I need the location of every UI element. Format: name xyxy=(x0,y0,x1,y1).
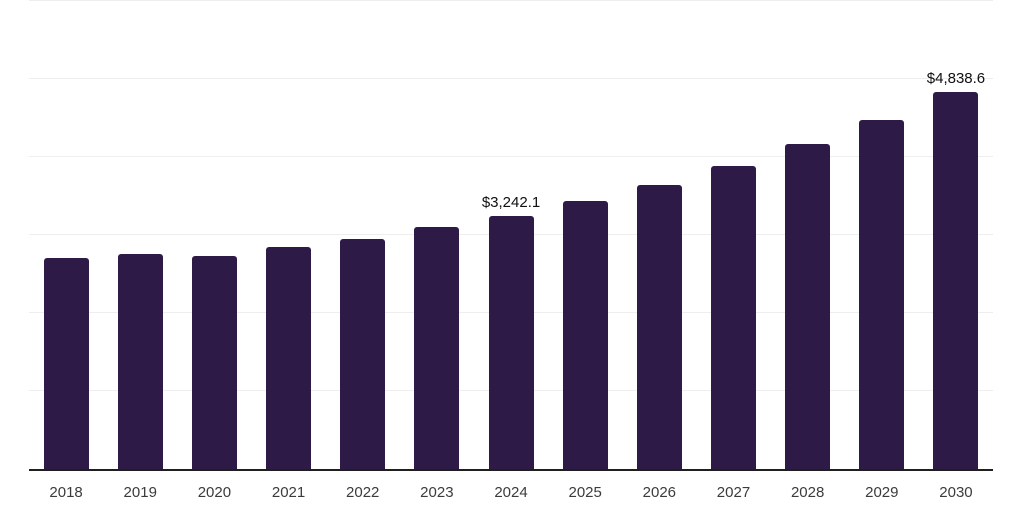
bar-slot-2019 xyxy=(103,1,177,469)
x-tick-2020: 2020 xyxy=(197,484,232,501)
bar-2030: $4,838.6 xyxy=(927,70,985,469)
x-tick-2028: 2028 xyxy=(790,484,825,501)
bar-2021 xyxy=(266,247,312,469)
x-tick-2024: 2024 xyxy=(494,484,528,501)
gridline-6000 xyxy=(29,0,993,1)
bar-2029 xyxy=(859,119,905,469)
bars-container: $3,242.1 $4,838.6 xyxy=(29,1,993,469)
bar-slot-2021 xyxy=(251,1,325,469)
value-label-2030: $4,838.6 xyxy=(926,69,986,87)
bar-slot-2022 xyxy=(326,1,400,469)
x-tick-2023: 2023 xyxy=(420,484,454,501)
x-tick-2026: 2026 xyxy=(642,484,677,501)
x-tick-2019: 2019 xyxy=(123,484,157,501)
x-tick-2018: 2018 xyxy=(49,484,83,501)
gridline-4000 xyxy=(29,156,993,158)
plot-area: $3,242.1 $4,838.6 xyxy=(29,0,993,471)
gridline-5000 xyxy=(29,78,993,79)
bar-slot-2026 xyxy=(622,1,696,469)
x-tick-2025: 2025 xyxy=(568,484,602,501)
bar-slot-2018 xyxy=(29,1,103,469)
bar-2020 xyxy=(191,256,237,469)
bar-2019 xyxy=(117,253,163,469)
bar-2025 xyxy=(562,200,608,469)
bar-2018 xyxy=(43,258,89,469)
x-tick-2021: 2021 xyxy=(271,484,306,501)
bar-2023 xyxy=(414,227,460,469)
bar-slot-2025 xyxy=(548,1,622,469)
bar-slot-2028 xyxy=(771,1,845,469)
x-tick-2022: 2022 xyxy=(346,484,380,501)
bar-slot-2029 xyxy=(845,1,919,469)
bar-2028 xyxy=(785,143,831,469)
value-label-2024: $3,242.1 xyxy=(481,194,541,212)
bar-slot-2024: $3,242.1 xyxy=(474,1,548,469)
x-tick-2029: 2029 xyxy=(865,484,899,501)
bar-slot-2030: $4,838.6 xyxy=(919,1,993,469)
bar-slot-2027 xyxy=(696,1,770,469)
bar-2026 xyxy=(636,184,682,469)
x-axis: 2018 2019 2020 2021 2022 2023 2024 2025 2026 2027… xyxy=(29,484,993,501)
bar-2027 xyxy=(710,165,756,469)
bar-2024: $3,242.1 xyxy=(482,195,540,469)
x-tick-2027: 2027 xyxy=(716,484,751,501)
x-tick-2030: 2030 xyxy=(939,484,973,501)
bar-slot-2020 xyxy=(177,1,251,469)
bar-2022 xyxy=(340,239,386,469)
bar-slot-2023 xyxy=(400,1,474,469)
